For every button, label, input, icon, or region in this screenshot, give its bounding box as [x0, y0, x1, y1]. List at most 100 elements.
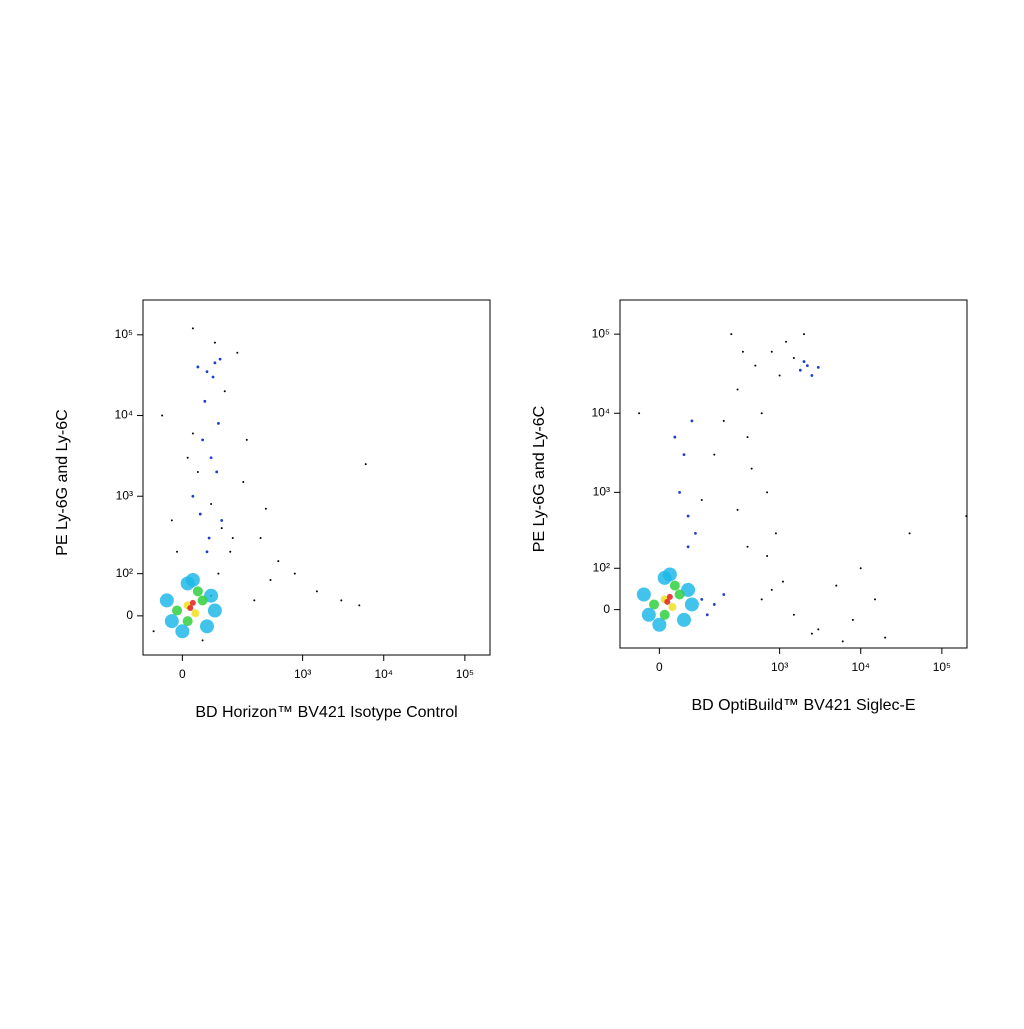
data-point: [778, 374, 781, 377]
data-point: [205, 370, 209, 374]
data-point: [754, 364, 757, 367]
data-point: [185, 572, 200, 587]
data-point: [766, 555, 769, 558]
data-point: [835, 584, 838, 587]
data-point: [191, 432, 194, 435]
data-point: [636, 587, 651, 602]
data-point: [186, 456, 189, 459]
data-point: [705, 613, 709, 617]
data-point: [810, 374, 814, 377]
data-point: [682, 453, 686, 457]
x-tick-label: 10⁴: [374, 667, 393, 681]
data-point: [358, 604, 361, 607]
x-tick-label: 0: [179, 667, 186, 681]
data-point: [781, 580, 784, 583]
data-point: [690, 419, 694, 423]
data-point: [198, 512, 202, 516]
data-point: [746, 436, 749, 439]
data-point: [700, 499, 703, 502]
data-point: [662, 567, 677, 582]
data-point: [681, 582, 696, 597]
data-point: [736, 508, 739, 511]
data-point: [223, 390, 226, 393]
data-point: [215, 470, 219, 474]
data-point: [269, 578, 272, 581]
x-tick-label: 10⁵: [933, 660, 951, 674]
data-point: [694, 531, 697, 535]
y-tick-label: 0: [126, 608, 133, 622]
data-point: [712, 603, 716, 606]
data-point: [713, 453, 716, 456]
data-point: [676, 612, 691, 627]
data-point: [785, 340, 788, 343]
data-point: [253, 599, 256, 602]
y-tick-label: 10³: [593, 485, 610, 499]
data-point: [965, 515, 968, 518]
data-point: [684, 597, 699, 612]
data-point: [182, 616, 193, 627]
y-tick-label: 0: [603, 602, 610, 616]
x-tick-label: 10⁵: [456, 667, 474, 681]
data-point: [792, 613, 795, 616]
data-point: [207, 536, 211, 540]
data-point: [638, 412, 641, 415]
y-axis-title: PE Ly-6G and Ly-6C: [531, 406, 548, 552]
y-axis-title: PE Ly-6G and Ly-6C: [54, 409, 71, 555]
data-point: [159, 593, 174, 608]
data-point: [770, 588, 773, 591]
data-point: [669, 580, 680, 591]
data-point: [164, 614, 179, 629]
data-point: [851, 618, 854, 621]
data-point: [189, 599, 196, 606]
data-point: [264, 507, 267, 510]
data-point: [170, 519, 173, 522]
data-point: [205, 550, 209, 554]
data-point: [172, 605, 183, 616]
data-point: [259, 537, 262, 540]
data-point: [841, 640, 844, 643]
data-point: [245, 438, 248, 441]
x-tick-label: 10³: [294, 667, 311, 681]
data-point: [210, 503, 213, 506]
data-point: [277, 560, 280, 563]
y-tick-label: 10⁵: [115, 327, 133, 341]
data-point: [217, 572, 220, 575]
data-point: [197, 595, 208, 606]
data-point: [802, 360, 806, 363]
data-point: [722, 419, 725, 422]
data-point: [201, 438, 204, 442]
data-point: [673, 435, 677, 439]
data-point: [161, 414, 164, 417]
data-point: [196, 470, 199, 473]
plot-frame: [619, 299, 968, 649]
y-tick-label: 10²: [593, 560, 610, 574]
data-point: [191, 327, 194, 330]
data-point: [176, 550, 179, 553]
data-point: [196, 365, 200, 369]
data-point: [315, 590, 318, 593]
data-point: [678, 490, 681, 494]
data-point: [736, 388, 739, 391]
data-point: [770, 350, 773, 353]
data-point: [760, 412, 763, 415]
data-point: [201, 639, 204, 642]
data-point: [220, 527, 223, 530]
x-axis-title: BD OptiBuild™ BV421 Siglec-E: [691, 697, 915, 714]
data-point: [211, 375, 215, 379]
data-point: [722, 593, 726, 596]
data-point: [191, 494, 195, 498]
data-point: [209, 456, 213, 460]
data-point: [816, 365, 820, 369]
plot-frame: [142, 299, 491, 656]
data-point: [810, 632, 813, 635]
data-point: [674, 589, 685, 600]
data-point: [666, 593, 673, 600]
data-point: [668, 603, 677, 612]
data-point: [229, 550, 232, 553]
data-point: [700, 597, 704, 601]
data-point: [805, 364, 809, 368]
data-point: [187, 604, 194, 611]
data-point: [884, 636, 887, 639]
data-point: [803, 333, 806, 336]
